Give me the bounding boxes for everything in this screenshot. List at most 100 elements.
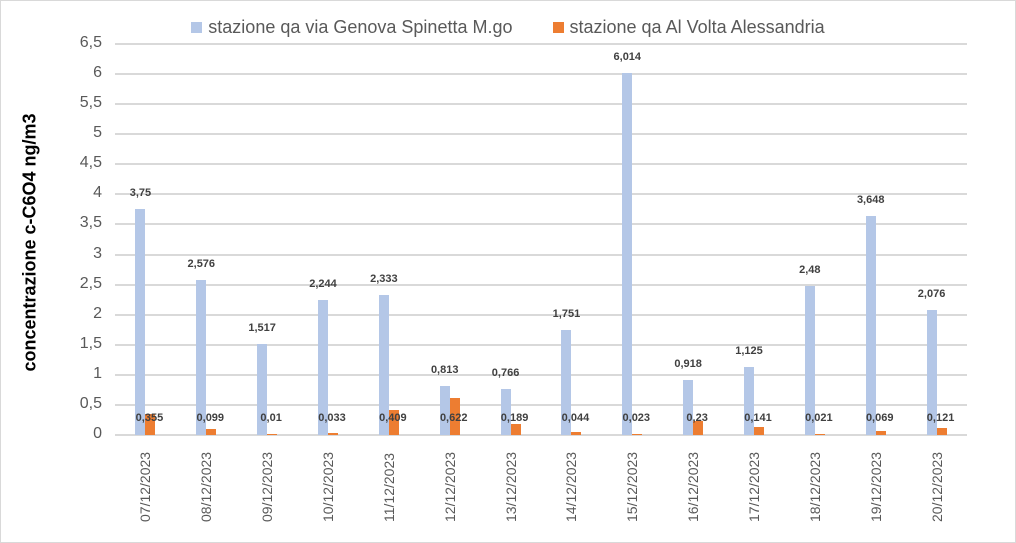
bar-volta-alessandria [206, 429, 217, 435]
y-tick-label: 2 [93, 304, 102, 322]
data-label: 0,23 [686, 412, 708, 424]
legend-label: stazione qa via Genova Spinetta M.go [208, 17, 513, 37]
x-tick-text: 17/12/2023 [746, 451, 762, 522]
x-tick-label: 19/12/2023 [866, 448, 886, 538]
data-label: 3,75 [129, 187, 152, 200]
x-tick-text: 13/12/2023 [502, 451, 519, 522]
bar-volta-alessandria [449, 397, 460, 435]
data-label: 0,813 [430, 364, 459, 377]
y-tick-label: 1,5 [79, 334, 102, 352]
gridline [115, 343, 967, 346]
plot-area: 3,75 0,355 2,576 0,099 1,517 0,01 2,244 0,033 2,… [115, 43, 967, 436]
y-axis-title: concentrazione c-C6O4 ng/m3 [19, 113, 40, 372]
bar-genova-spinetta [500, 388, 511, 435]
y-tick-label: 4 [93, 184, 102, 202]
x-tick-label: 07/12/2023 [135, 448, 155, 538]
data-label: 0,069 [865, 412, 894, 424]
x-tick-label: 18/12/2023 [805, 448, 825, 538]
bar-genova-spinetta [257, 343, 268, 435]
gridline [115, 73, 967, 76]
data-label: 0,099 [196, 412, 225, 424]
x-tick-text: 14/12/2023 [563, 451, 580, 522]
y-tick-label: 1 [93, 364, 102, 382]
x-tick-text: 07/12/2023 [137, 451, 154, 522]
bar-volta-alessandria [388, 410, 399, 435]
legend-item: stazione qa Al Volta Alessandria [552, 17, 825, 38]
y-tick-label: 5 [93, 124, 102, 142]
y-tick-label: 6 [93, 64, 102, 82]
bar-genova-spinetta [622, 73, 633, 435]
data-label: 2,576 [187, 258, 216, 271]
bar-volta-alessandria [328, 433, 338, 435]
data-label: 2,333 [370, 272, 398, 285]
bar-volta-alessandria [571, 432, 582, 435]
gridline [115, 163, 967, 166]
x-tick-text: 18/12/2023 [806, 451, 823, 522]
gridline [115, 403, 967, 406]
bar-genova-spinetta [318, 300, 328, 435]
x-tick-label: 13/12/2023 [501, 448, 521, 538]
x-tick-text: 20/12/2023 [928, 451, 945, 522]
x-tick-label: 15/12/2023 [622, 448, 642, 538]
data-label: 1,125 [735, 345, 763, 358]
legend-swatch-icon [191, 22, 203, 33]
gridline [115, 373, 967, 376]
data-label: 2,076 [917, 288, 946, 301]
x-tick-text: 16/12/2023 [685, 451, 702, 522]
data-label: 1,751 [552, 307, 581, 320]
bar-volta-alessandria [754, 426, 764, 435]
legend-item: stazione qa via Genova Spinetta M.go [191, 17, 513, 38]
data-label: 0,766 [491, 366, 520, 379]
bar-genova-spinetta [865, 215, 876, 435]
x-tick-text: 19/12/2023 [867, 451, 884, 522]
x-tick-text: 09/12/2023 [259, 451, 276, 522]
gridline [115, 133, 967, 136]
x-tick-label: 20/12/2023 [927, 448, 947, 538]
data-label: 0,189 [500, 412, 529, 424]
x-tick-text: 11/12/2023 [380, 452, 397, 522]
x-tick-label: 09/12/2023 [257, 448, 277, 538]
bar-volta-alessandria [875, 430, 886, 435]
data-label: 0,355 [135, 412, 164, 424]
bar-genova-spinetta [196, 280, 207, 435]
bar-volta-alessandria [510, 423, 521, 435]
gridline [115, 103, 967, 106]
bar-genova-spinetta [561, 329, 572, 435]
x-tick-label: 08/12/2023 [196, 448, 216, 538]
x-tick-text: 12/12/2023 [441, 451, 458, 522]
bar-genova-spinetta [744, 367, 754, 435]
bar-volta-alessandria [632, 433, 643, 435]
bar-volta-alessandria [693, 421, 704, 435]
x-tick-label: 16/12/2023 [683, 448, 703, 538]
data-label: 2,48 [799, 263, 821, 276]
data-label: 0,918 [674, 357, 702, 370]
data-label: 0,141 [744, 412, 772, 424]
data-label: 0,044 [561, 412, 590, 424]
bar-volta-alessandria [145, 413, 156, 435]
y-tick-label: 6,5 [79, 34, 102, 51]
data-label: 0,033 [318, 412, 346, 424]
bar-volta-alessandria [267, 434, 278, 435]
data-label: 0,121 [926, 412, 955, 424]
data-label: 3,648 [856, 193, 885, 206]
gridline [115, 223, 967, 226]
bar-volta-alessandria [936, 427, 947, 435]
x-tick-text: 10/12/2023 [320, 451, 336, 522]
x-tick-label: 17/12/2023 [744, 448, 764, 538]
x-tick-label: 10/12/2023 [318, 448, 338, 538]
data-label: 2,244 [309, 278, 337, 290]
gridline [115, 283, 967, 286]
y-tick-label: 3,5 [79, 214, 102, 232]
legend-label: stazione qa Al Volta Alessandria [569, 17, 825, 37]
data-label: 0,409 [379, 412, 407, 424]
gridline [115, 43, 967, 45]
data-label: 6,014 [613, 51, 642, 64]
gridline [115, 434, 967, 436]
data-label: 0,023 [622, 412, 651, 424]
x-tick-label: 12/12/2023 [440, 448, 460, 538]
data-label: 0,021 [805, 412, 833, 424]
y-tick-label: 0 [93, 425, 102, 442]
bar-genova-spinetta [378, 294, 389, 435]
data-label: 0,01 [260, 412, 282, 424]
